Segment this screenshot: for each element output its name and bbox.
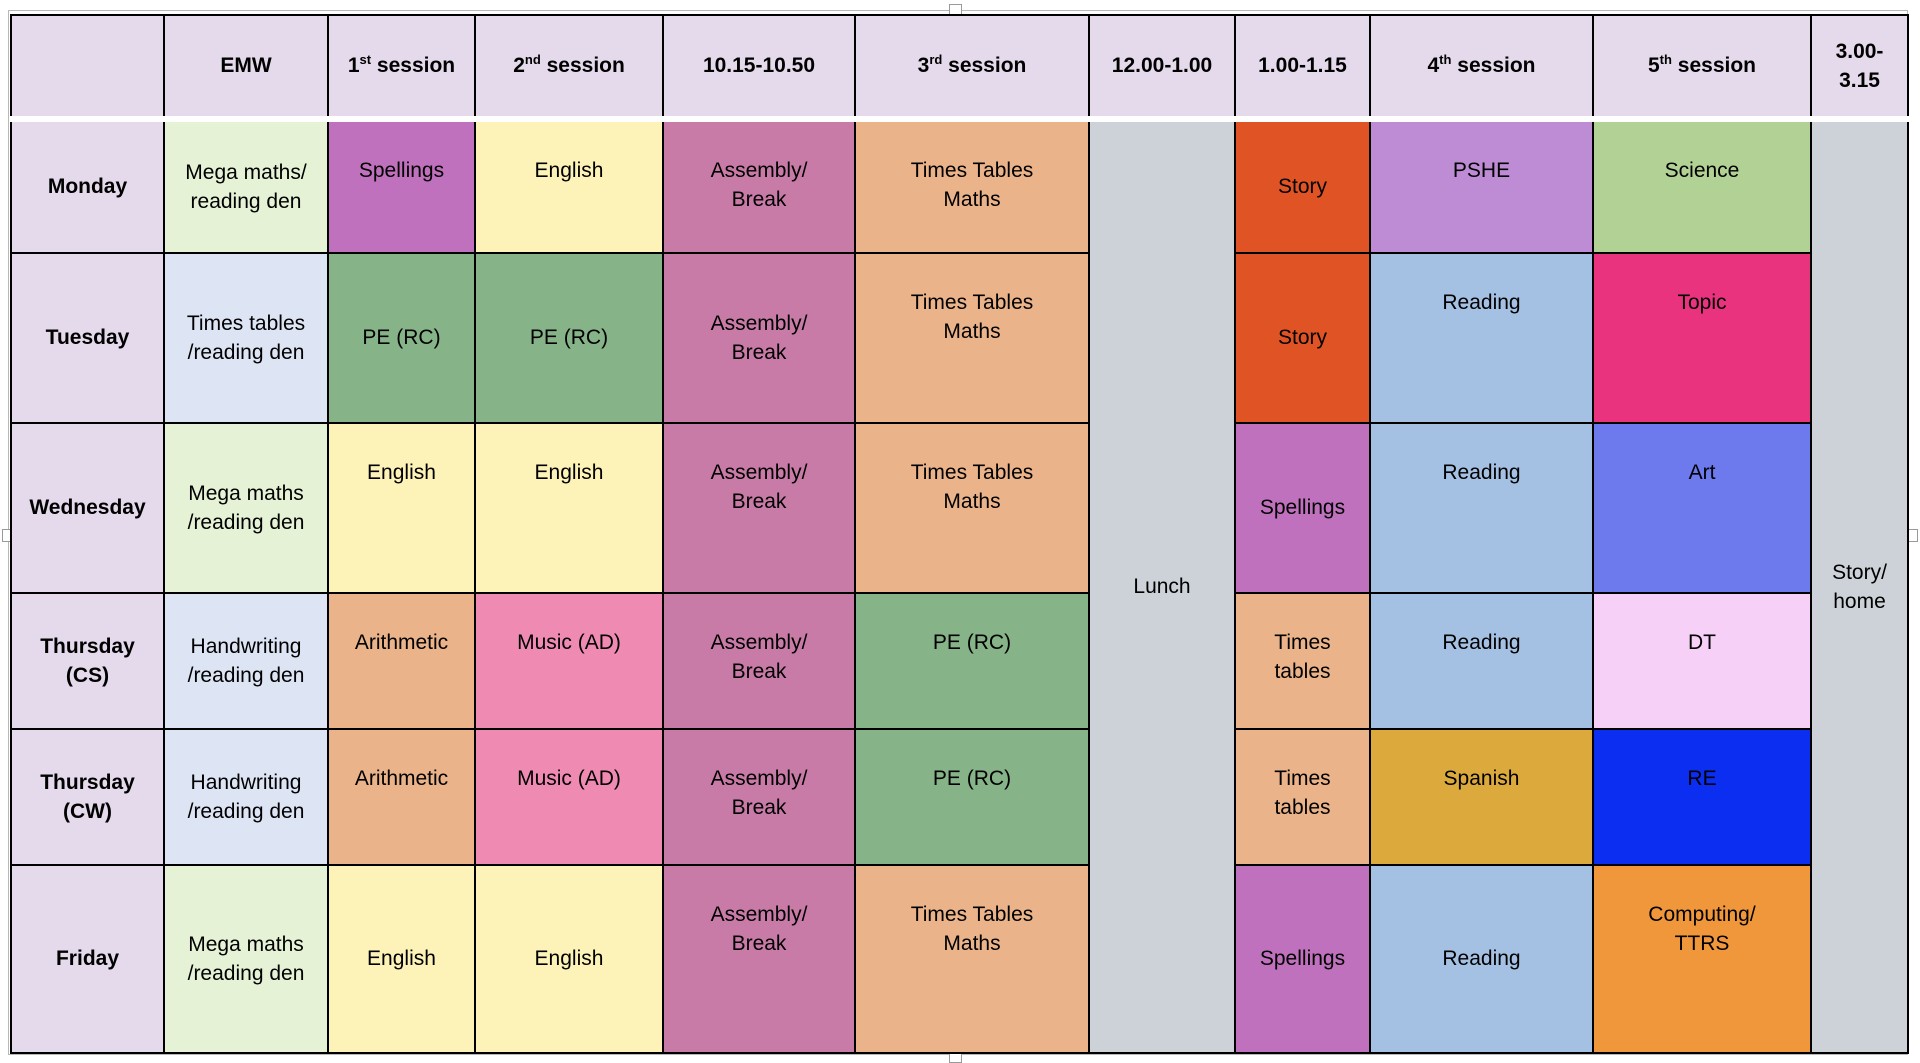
session-5-cell[interactable]: Art bbox=[1592, 422, 1812, 594]
session-5-cell[interactable]: DT bbox=[1592, 592, 1812, 730]
day-cell[interactable]: Thursday (CW) bbox=[10, 728, 165, 866]
day-cell[interactable]: Tuesday bbox=[10, 252, 165, 424]
lunch-cell[interactable]: Lunch bbox=[1088, 118, 1236, 1054]
emw-cell[interactable]: Handwriting/reading den bbox=[163, 592, 329, 730]
session-5-cell[interactable]: Topic bbox=[1592, 252, 1812, 424]
session-3-cell[interactable]: Times Tables Maths bbox=[854, 118, 1090, 254]
day-cell[interactable]: Monday bbox=[10, 118, 165, 254]
header-session-3[interactable]: 3rd session bbox=[854, 14, 1090, 122]
story-cell[interactable]: Story bbox=[1234, 252, 1371, 424]
break-cell[interactable]: Assembly/Break bbox=[662, 252, 856, 424]
day-cell[interactable]: Thursday (CS) bbox=[10, 592, 165, 730]
story-cell[interactable]: Spellings bbox=[1234, 422, 1371, 594]
session-1-cell[interactable]: English bbox=[327, 422, 476, 594]
session-1-cell[interactable]: Spellings bbox=[327, 118, 476, 254]
header-row: EMW 1st session 2nd session 10.15-10.50 … bbox=[10, 14, 1909, 122]
session-3-cell[interactable]: PE (RC) bbox=[854, 728, 1090, 866]
day-cell[interactable]: Friday bbox=[10, 864, 165, 1054]
session-4-cell[interactable]: PSHE bbox=[1369, 118, 1594, 254]
header-session-5[interactable]: 5th session bbox=[1592, 14, 1812, 122]
session-2-cell[interactable]: English bbox=[474, 422, 664, 594]
session-2-cell[interactable]: Music (AD) bbox=[474, 592, 664, 730]
table-row: Friday Mega maths/reading den English Engli… bbox=[10, 864, 1908, 1054]
story-cell[interactable]: Story bbox=[1234, 118, 1371, 254]
header-corner bbox=[10, 14, 165, 122]
emw-cell[interactable]: Mega maths/reading den bbox=[163, 118, 329, 254]
session-5-cell[interactable]: Computing/TTRS bbox=[1592, 864, 1812, 1054]
session-4-cell[interactable]: Spanish bbox=[1369, 728, 1594, 866]
timetable: EMW 1st session 2nd session 10.15-10.50 … bbox=[10, 14, 1909, 1054]
break-cell[interactable]: Assembly/Break bbox=[662, 864, 856, 1054]
table-row: Wednesday Mega maths/reading den English En… bbox=[10, 422, 1908, 594]
session-4-cell[interactable]: Reading bbox=[1369, 592, 1594, 730]
break-cell[interactable]: Assembly/Break bbox=[662, 118, 856, 254]
session-1-cell[interactable]: PE (RC) bbox=[327, 252, 476, 424]
header-break-time[interactable]: 10.15-10.50 bbox=[662, 14, 856, 122]
header-emw[interactable]: EMW bbox=[163, 14, 329, 122]
header-session-2[interactable]: 2nd session bbox=[474, 14, 664, 122]
story-cell[interactable]: Times tables bbox=[1234, 728, 1371, 866]
session-2-cell[interactable]: English bbox=[474, 864, 664, 1054]
emw-cell[interactable]: Handwriting/reading den bbox=[163, 728, 329, 866]
emw-cell[interactable]: Times tables/reading den bbox=[163, 252, 329, 424]
session-2-cell[interactable]: PE (RC) bbox=[474, 252, 664, 424]
header-story-time[interactable]: 1.00-1.15 bbox=[1234, 14, 1371, 122]
session-2-cell[interactable]: Music (AD) bbox=[474, 728, 664, 866]
story-cell[interactable]: Times tables bbox=[1234, 592, 1371, 730]
session-1-cell[interactable]: Arithmetic bbox=[327, 728, 476, 866]
session-4-cell[interactable]: Reading bbox=[1369, 422, 1594, 594]
session-5-cell[interactable]: Science bbox=[1592, 118, 1812, 254]
session-4-cell[interactable]: Reading bbox=[1369, 252, 1594, 424]
emw-cell[interactable]: Mega maths/reading den bbox=[163, 864, 329, 1054]
header-lunch-time[interactable]: 12.00-1.00 bbox=[1088, 14, 1236, 122]
table-row: Monday Mega maths/reading den Spellings Eng… bbox=[10, 118, 1909, 1054]
session-1-cell[interactable]: English bbox=[327, 864, 476, 1054]
header-session-4[interactable]: 4th session bbox=[1369, 14, 1594, 122]
session-3-cell[interactable]: Times Tables Maths bbox=[854, 422, 1090, 594]
table-row: Tuesday Times tables/reading den PE (RC) PE… bbox=[10, 252, 1908, 424]
table-row: Thursday (CS) Handwriting/reading den Arith… bbox=[10, 592, 1908, 730]
break-cell[interactable]: Assembly/Break bbox=[662, 422, 856, 594]
session-3-cell[interactable]: Times Tables Maths bbox=[854, 864, 1090, 1054]
story-cell[interactable]: Spellings bbox=[1234, 864, 1371, 1054]
day-cell[interactable]: Wednesday bbox=[10, 422, 165, 594]
header-end-time[interactable]: 3.00- 3.15 bbox=[1810, 14, 1909, 122]
session-1-cell[interactable]: Arithmetic bbox=[327, 592, 476, 730]
story-home-cell[interactable]: Story/home bbox=[1810, 118, 1909, 1054]
break-cell[interactable]: Assembly/Break bbox=[662, 592, 856, 730]
emw-cell[interactable]: Mega maths/reading den bbox=[163, 422, 329, 594]
session-3-cell[interactable]: Times Tables Maths bbox=[854, 252, 1090, 424]
header-session-1[interactable]: 1st session bbox=[327, 14, 476, 122]
session-2-cell[interactable]: English bbox=[474, 118, 664, 254]
session-5-cell[interactable]: RE bbox=[1592, 728, 1812, 866]
table-row: Thursday (CW) Handwriting/reading den Arith… bbox=[10, 728, 1908, 866]
session-3-cell[interactable]: PE (RC) bbox=[854, 592, 1090, 730]
session-4-cell[interactable]: Reading bbox=[1369, 864, 1594, 1054]
break-cell[interactable]: Assembly/Break bbox=[662, 728, 856, 866]
